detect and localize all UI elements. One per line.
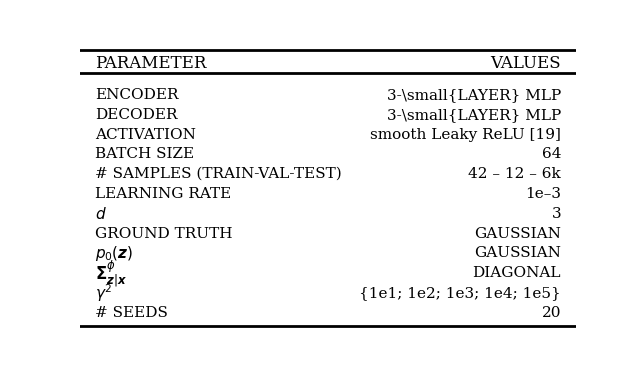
Text: # SEEDS: # SEEDS (95, 306, 168, 320)
Text: $\boldsymbol{\Sigma}^{\phi}_{\boldsymbol{z}|\boldsymbol{x}}$: $\boldsymbol{\Sigma}^{\phi}_{\boldsymbol… (95, 258, 127, 289)
Text: VALUES: VALUES (490, 55, 561, 72)
Text: PARAMETER: PARAMETER (95, 55, 206, 72)
Text: 42 – 12 – 6k: 42 – 12 – 6k (468, 167, 561, 181)
Text: 64: 64 (541, 147, 561, 162)
Text: 3-\small{LAYER} MLP: 3-\small{LAYER} MLP (387, 88, 561, 102)
Text: $\gamma^2$: $\gamma^2$ (95, 282, 112, 304)
Text: 1e–3: 1e–3 (525, 187, 561, 201)
Text: 3-\small{LAYER} MLP: 3-\small{LAYER} MLP (387, 108, 561, 122)
Text: $p_0(\boldsymbol{z})$: $p_0(\boldsymbol{z})$ (95, 244, 133, 263)
Text: # SAMPLES (TRAIN-VAL-TEST): # SAMPLES (TRAIN-VAL-TEST) (95, 167, 342, 181)
Text: DECODER: DECODER (95, 108, 177, 122)
Text: GAUSSIAN: GAUSSIAN (474, 227, 561, 241)
Text: {1e1; 1e2; 1e3; 1e4; 1e5}: {1e1; 1e2; 1e3; 1e4; 1e5} (360, 286, 561, 300)
Text: LEARNING RATE: LEARNING RATE (95, 187, 231, 201)
Text: GROUND TRUTH: GROUND TRUTH (95, 227, 232, 241)
Text: 3: 3 (552, 207, 561, 221)
Text: GAUSSIAN: GAUSSIAN (474, 247, 561, 260)
Text: $d$: $d$ (95, 206, 107, 222)
Text: BATCH SIZE: BATCH SIZE (95, 147, 194, 162)
Text: ENCODER: ENCODER (95, 88, 179, 102)
Text: smooth Leaky ReLU [19]: smooth Leaky ReLU [19] (371, 128, 561, 141)
Text: DIAGONAL: DIAGONAL (472, 266, 561, 280)
Text: 20: 20 (541, 306, 561, 320)
Text: ACTIVATION: ACTIVATION (95, 128, 196, 141)
